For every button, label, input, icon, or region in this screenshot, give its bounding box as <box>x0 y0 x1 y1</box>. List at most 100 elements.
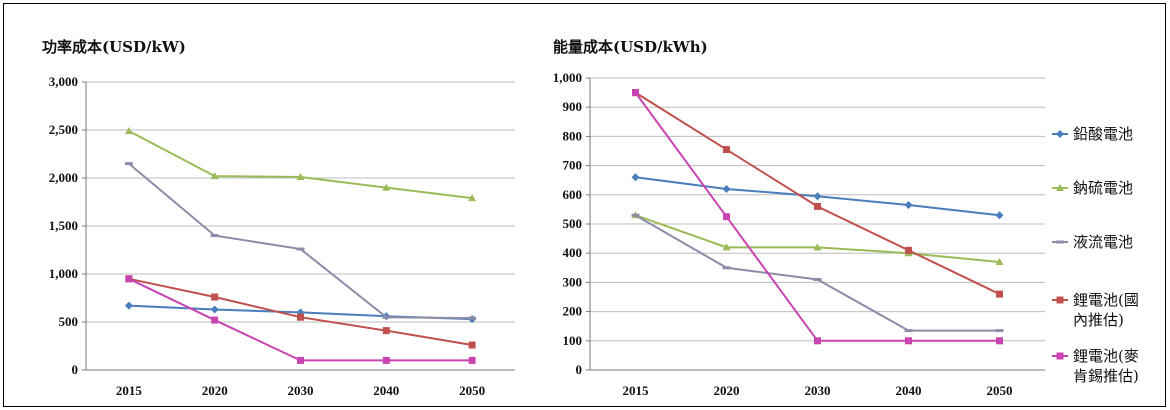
data-point <box>631 213 640 217</box>
data-point <box>382 315 391 319</box>
chart-title: 功率成本(USD/kW) <box>42 38 186 56</box>
data-point <box>468 316 477 320</box>
y-tick-label: 1,000 <box>553 70 582 85</box>
legend-label: 鋰電池(麥 <box>1073 347 1139 365</box>
x-tick-label: 2030 <box>805 383 831 398</box>
legend-swatch-marker <box>1056 240 1064 244</box>
legend-item: 液流電池 <box>1052 233 1133 251</box>
data-point <box>297 356 304 364</box>
y-tick-label: 0 <box>72 362 79 377</box>
y-tick-label: 0 <box>576 362 583 377</box>
data-point <box>382 356 390 364</box>
data-point <box>813 243 822 251</box>
y-tick-label: 1,000 <box>49 266 78 281</box>
y-tick-label: 800 <box>563 128 583 143</box>
x-tick-label: 2015 <box>116 383 143 398</box>
legend-label: 內推估) <box>1073 311 1124 329</box>
data-point <box>904 329 913 333</box>
data-point <box>995 257 1004 265</box>
series-line <box>634 214 1000 332</box>
y-tick-label: 900 <box>563 99 583 114</box>
data-point <box>996 337 1003 345</box>
data-point <box>211 293 219 301</box>
data-point <box>210 172 219 180</box>
x-tick-label: 2015 <box>623 383 650 398</box>
data-point <box>905 337 912 345</box>
legend-swatch-marker <box>1056 130 1064 138</box>
legend-label: 鈉硫電池 <box>1073 179 1133 197</box>
x-tick-label: 2020 <box>202 383 228 398</box>
y-tick-label: 500 <box>59 314 79 329</box>
y-tick-label: 700 <box>563 158 583 173</box>
legend-label: 肯錫推估) <box>1073 367 1139 385</box>
data-point <box>631 173 640 182</box>
data-point <box>722 266 731 270</box>
legend-swatch-marker <box>1056 184 1064 191</box>
data-point <box>723 146 730 154</box>
x-tick-label: 2040 <box>373 383 399 398</box>
data-point <box>382 183 391 191</box>
data-point <box>296 173 305 181</box>
legend-swatch-marker <box>1056 352 1064 360</box>
series-5 <box>632 89 1003 345</box>
y-tick-label: 2,000 <box>49 170 78 185</box>
data-point <box>723 213 730 221</box>
data-point <box>814 337 821 345</box>
series-line <box>128 162 473 320</box>
data-point <box>210 234 219 238</box>
series-line <box>128 130 473 200</box>
figure-frame <box>3 3 1166 407</box>
data-point <box>632 89 639 97</box>
data-point <box>468 356 476 364</box>
data-point <box>211 316 219 324</box>
data-point <box>996 290 1003 298</box>
y-tick-label: 100 <box>563 333 583 348</box>
x-tick-label: 2030 <box>288 383 314 398</box>
data-point <box>125 275 133 283</box>
legend-label: 鋰電池(國 <box>1073 291 1139 309</box>
data-point <box>995 211 1004 220</box>
y-tick-label: 400 <box>563 245 583 260</box>
x-tick-label: 2050 <box>459 383 485 398</box>
series-line <box>635 214 1000 263</box>
data-point <box>124 301 133 310</box>
legend-swatch-marker <box>1056 296 1064 304</box>
series-3 <box>631 213 1004 333</box>
data-point <box>468 341 476 349</box>
energy-cost-chart: 能量成本(USD/kWh) 0 100 200 300 400 500 600 700 800 9… <box>553 38 1045 398</box>
legend-item: 鉛酸電池 <box>1052 125 1133 143</box>
y-tick-label: 3,000 <box>49 74 78 89</box>
data-point <box>296 247 305 251</box>
data-point <box>722 243 731 251</box>
y-tick-label: 300 <box>563 274 583 289</box>
y-tick-label: 1,500 <box>49 218 78 233</box>
legend-item: 鈉硫電池 <box>1052 179 1133 197</box>
data-point <box>124 126 133 134</box>
data-point <box>813 277 822 281</box>
data-point <box>722 184 731 193</box>
data-point <box>814 202 821 210</box>
y-tick-label: 600 <box>563 187 583 202</box>
y-tick-label: 2,500 <box>49 122 78 137</box>
data-point <box>905 246 912 254</box>
x-tick-label: 2020 <box>714 383 740 398</box>
y-tick-label: 500 <box>563 216 583 231</box>
series-2 <box>631 211 1004 265</box>
data-point <box>210 305 219 314</box>
x-tick-label: 2040 <box>896 383 922 398</box>
series-2 <box>124 126 477 202</box>
series-line <box>634 92 1000 342</box>
y-tick-label: 200 <box>563 304 583 319</box>
x-tick-label: 2050 <box>987 383 1013 398</box>
data-point <box>813 192 822 201</box>
data-point <box>297 313 304 321</box>
legend-label: 鉛酸電池 <box>1073 125 1133 143</box>
series-1 <box>631 173 1004 220</box>
data-point <box>995 329 1004 333</box>
chart-title: 能量成本(USD/kWh) <box>553 38 708 56</box>
series-3 <box>124 162 477 320</box>
